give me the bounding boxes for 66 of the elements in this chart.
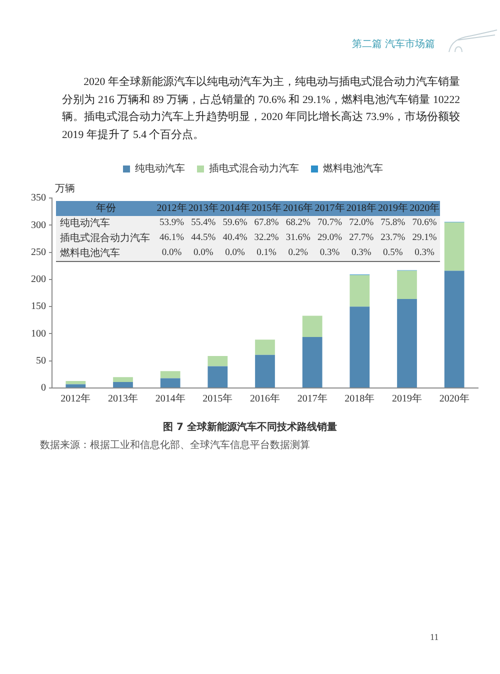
annotation: 0.0%: [225, 248, 245, 258]
category-label: 2015年: [252, 203, 282, 214]
text: 图 7 全球新能源汽车不同技术路线销量: [162, 420, 338, 434]
category-label: 2018年: [346, 203, 376, 214]
legend-label: 燃料电池汽车: [323, 162, 383, 175]
annotation: 70.6%: [412, 218, 437, 228]
x-tick-label: 2016年: [250, 392, 280, 405]
annotation: 32.2%: [254, 233, 279, 243]
x-tick-label: 2018年: [344, 392, 375, 405]
x-tick-label: 2012年: [60, 392, 91, 405]
x-tick-label: 2019年: [392, 392, 422, 405]
y-tick-label: 0: [41, 382, 46, 394]
text: 纯电动汽车: [60, 218, 110, 229]
x-tick-label: 2015年: [202, 392, 233, 405]
x-tick-label: 2017年: [297, 392, 328, 405]
annotation: 29.1%: [412, 233, 437, 243]
category-label: 2012年: [156, 203, 187, 214]
category-label: 2016年: [283, 203, 314, 214]
annotation: 53.9%: [160, 218, 184, 228]
annotation: 0.1%: [256, 248, 276, 258]
annotation: 44.5%: [191, 233, 216, 243]
annotation: 59.6%: [222, 218, 248, 228]
annotation: 0.0%: [162, 248, 182, 258]
legend-label: 插电式混合动力汽车: [209, 162, 299, 175]
annotation: 31.6%: [286, 233, 310, 243]
text: 第二篇 汽车市场篇: [352, 38, 436, 51]
x-tick-label: 2013年: [108, 392, 138, 405]
annotation: 0.5%: [383, 248, 403, 258]
annotation: 0.3%: [414, 248, 434, 258]
annotation: 75.8%: [380, 218, 406, 228]
annotation: 0.3%: [351, 248, 372, 258]
annotation: 0.0%: [193, 248, 214, 258]
text: 11: [430, 632, 439, 642]
annotation: 70.7%: [317, 218, 342, 228]
y-tick-label: 150: [31, 301, 46, 312]
category-label: 2013年: [188, 203, 218, 214]
x-tick-label: 2014年: [155, 392, 186, 405]
y-tick-label: 100: [31, 328, 46, 340]
annotation: 68.2%: [286, 218, 310, 228]
annotation: 72.0%: [349, 218, 374, 228]
category-label: 2017年: [314, 203, 345, 214]
y-tick-label: 50: [36, 355, 46, 366]
annotation: 年份: [96, 203, 116, 214]
category-label: 2020年: [410, 203, 440, 214]
x-tick-label: 2020年: [439, 392, 470, 405]
annotation: 29.0%: [317, 233, 342, 243]
text: 插电式混合动力汽车: [60, 233, 150, 244]
annotation: 0.3%: [320, 248, 340, 258]
source-note: 数据来源：根据工业和信息化部、全球汽车信息平台数据测算: [40, 438, 310, 452]
annotation: 67.8%: [254, 218, 279, 228]
y-tick-label: 250: [31, 246, 46, 258]
category-label: 2019年: [378, 203, 408, 214]
annotation: 55.4%: [191, 218, 216, 228]
legend-label: 纯电动汽车: [135, 162, 185, 175]
annotation: 40.4%: [222, 233, 248, 243]
y-tick-label: 350: [31, 192, 46, 204]
annotation: 0.2%: [288, 248, 308, 258]
y-axis-title: 万辆: [55, 182, 75, 195]
y-tick-label: 200: [31, 274, 46, 286]
category-label: 2014年: [220, 203, 250, 214]
annotation: 46.1%: [160, 233, 184, 243]
text: 燃料电池汽车: [60, 248, 120, 259]
annotation: 27.7%: [349, 233, 374, 243]
text: 2020 年全球新能源汽车以纯电动汽车为主，纯电动与插电式混合动力汽车销量分别为 216 万辆和 89 万辆，占总销量的 70.6% 和 29.1%，燃料电池汽车销量 10222 辆。插电式混合动力汽车上升趋势明显，2020 年同比增长高达 73.9%，市场份额较 2019 年提升了 5.4 个百分点。: [62, 74, 460, 143]
y-tick-label: 300: [31, 220, 46, 231]
annotation: 23.7%: [380, 233, 406, 243]
